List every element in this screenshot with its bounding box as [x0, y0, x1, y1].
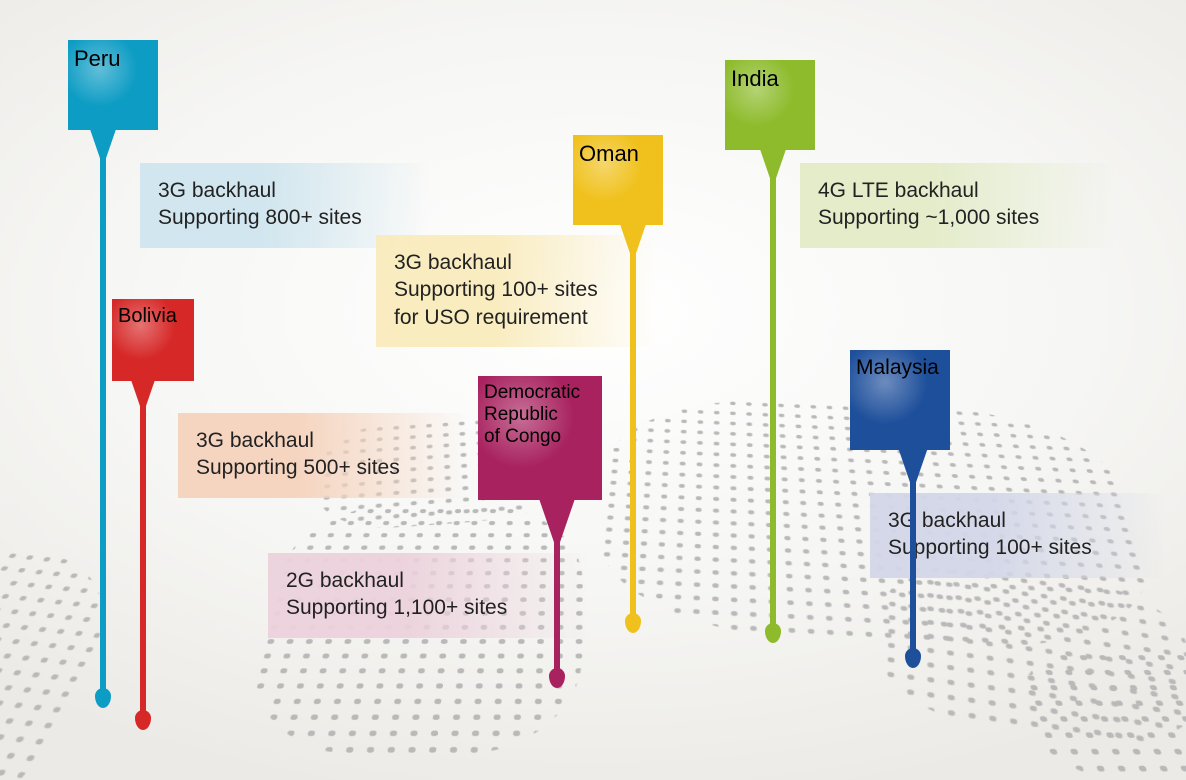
pin-stem-malaysia [910, 455, 916, 660]
pin-bulb-tail-peru [84, 112, 122, 162]
continent-australia [1013, 650, 1186, 780]
pin-label-congo: Democratic Republic of Congo [484, 382, 580, 447]
pin-tip-congo [549, 668, 565, 688]
pin-label-india: India [731, 66, 779, 91]
info-india-line: Supporting ~1,000 sites [818, 204, 1095, 231]
pin-stem-india [770, 155, 776, 635]
pin-label-oman: Oman [579, 141, 639, 166]
info-oman-line: for USO requirement [394, 304, 636, 331]
info-oman-line: 3G backhaul [394, 249, 636, 276]
info-india: 4G LTE backhaulSupporting ~1,000 sites [800, 163, 1115, 248]
info-oman-line: Supporting 100+ sites [394, 276, 636, 303]
info-peru-line: 3G backhaul [158, 177, 410, 204]
pin-label-malaysia: Malaysia [856, 356, 939, 379]
info-bolivia: 3G backhaulSupporting 500+ sites [178, 413, 468, 498]
info-congo-line: Supporting 1,100+ sites [286, 594, 568, 621]
pin-bulb-tail-india [754, 132, 792, 182]
pin-stem-bolivia [140, 388, 146, 722]
info-india-line: 4G LTE backhaul [818, 177, 1095, 204]
pin-tip-oman [625, 613, 641, 633]
pin-label-peru: Peru [74, 46, 120, 71]
info-bolivia-line: Supporting 500+ sites [196, 454, 448, 481]
pin-tip-india [765, 623, 781, 643]
pin-stem-peru [100, 135, 106, 700]
pin-label-bolivia: Bolivia [118, 305, 177, 327]
pin-bulb-tail-bolivia [126, 365, 160, 410]
pin-tip-bolivia [135, 710, 151, 730]
info-malaysia-line: Supporting 100+ sites [888, 534, 1145, 561]
continent-south-america [0, 531, 142, 780]
info-oman: 3G backhaulSupporting 100+ sitesfor USO … [376, 235, 656, 347]
info-malaysia-line: 3G backhaul [888, 507, 1145, 534]
info-bolivia-line: 3G backhaul [196, 427, 448, 454]
pin-tip-peru [95, 688, 111, 708]
info-congo-line: 2G backhaul [286, 567, 568, 594]
pin-bulb-tail-malaysia [892, 430, 934, 485]
pin-bulb-tail-congo [531, 475, 583, 543]
info-congo: 2G backhaulSupporting 1,100+ sites [268, 553, 588, 638]
pin-tip-malaysia [905, 648, 921, 668]
continent-asia-se [880, 557, 1186, 756]
info-peru-line: Supporting 800+ sites [158, 204, 410, 231]
pin-stem-oman [630, 230, 636, 625]
